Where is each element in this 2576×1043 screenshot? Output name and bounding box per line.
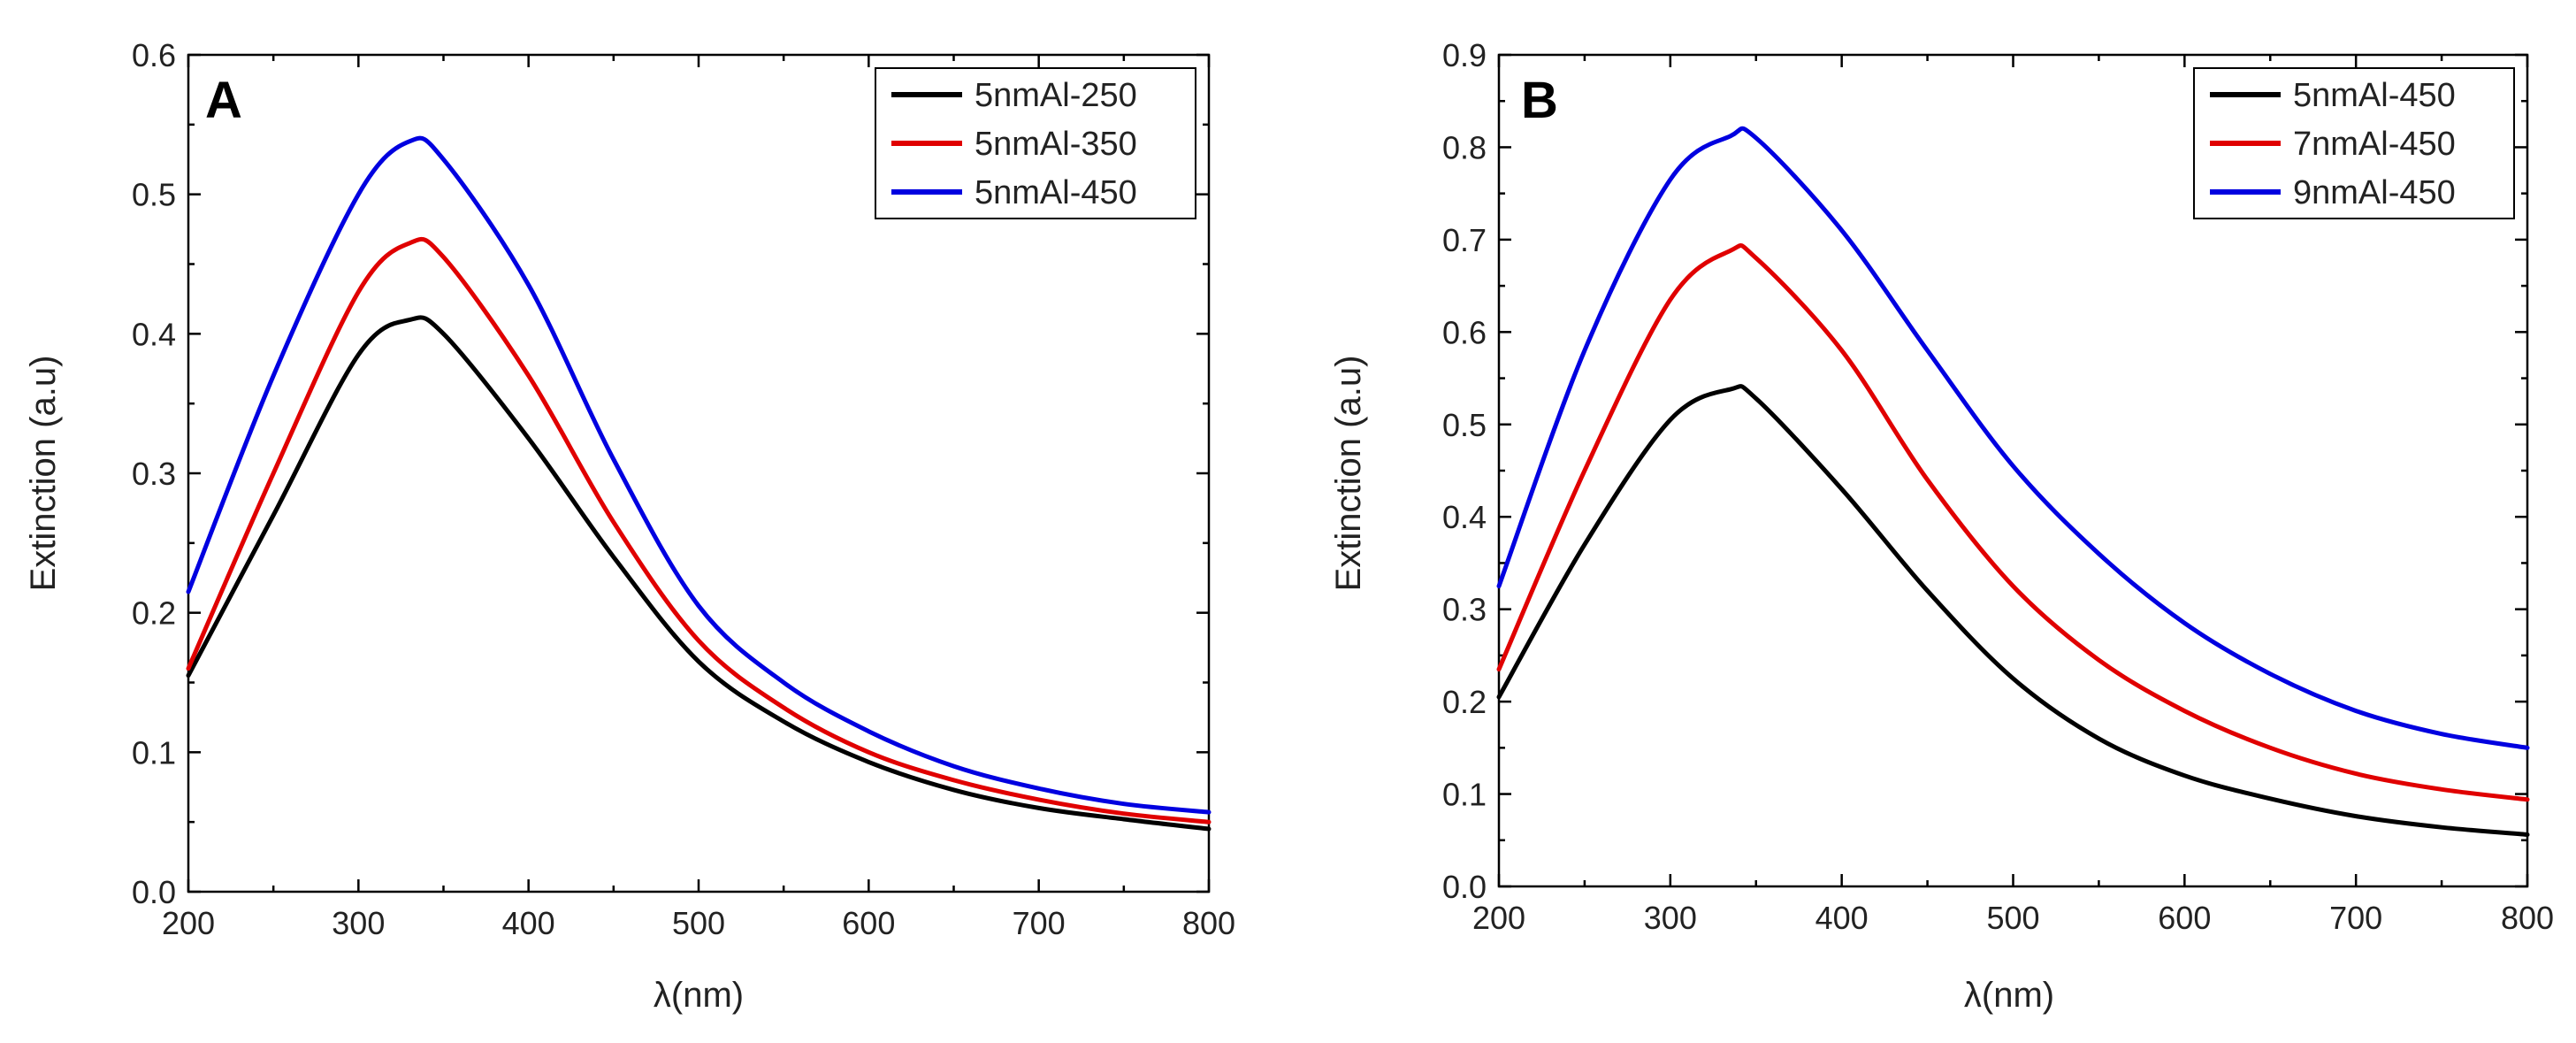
y-tick-label-a: 0.3 (132, 456, 176, 492)
x-tick-label-a: 500 (672, 905, 725, 941)
y-tick-label-a: 0.0 (132, 874, 176, 910)
legend-label-5nmal-450: 5nmAl-450 (975, 174, 1137, 211)
y-tick-label-a: 0.6 (132, 37, 176, 73)
x-tick-label-a: 200 (162, 905, 215, 941)
series-line-9nmal-450 (1496, 126, 2530, 750)
y-tick-label-b: 0.2 (1442, 684, 1487, 720)
x-tick-label-a: 800 (1182, 905, 1235, 941)
y-axis-title-a: Extinction (a.u) (24, 356, 63, 592)
legend-label-5nmal-350: 5nmAl-350 (975, 126, 1137, 163)
x-tick-label-a: 300 (332, 905, 385, 941)
y-tick-label-b: 0.6 (1442, 314, 1487, 350)
series-line-5nmal-450 (186, 135, 1212, 815)
y-tick-label-b: 0.9 (1442, 37, 1487, 73)
legend-label-9nmal-450: 9nmAl-450 (2293, 174, 2456, 211)
x-tick-label-a: 600 (842, 905, 895, 941)
y-tick-label-a: 0.1 (132, 734, 176, 771)
y-tick-label-b: 0.4 (1442, 499, 1487, 535)
series-line-5nmal-350 (186, 236, 1212, 824)
x-tick-label-a: 700 (1013, 905, 1066, 941)
y-tick-label-b: 0.7 (1442, 222, 1487, 258)
x-tick-label-b: 400 (1815, 900, 1869, 936)
y-tick-label-b: 0.5 (1442, 407, 1487, 443)
x-tick-label-b: 200 (1472, 900, 1525, 936)
x-axis-title-a: λ(nm) (654, 976, 744, 1015)
y-tick-label-a: 0.2 (132, 595, 176, 632)
y-tick-label-a: 0.5 (132, 177, 176, 213)
legend-label-5nmal-250: 5nmAl-250 (975, 77, 1137, 114)
y-tick-label-b: 0.3 (1442, 592, 1487, 628)
legend-label-7nmal-450: 7nmAl-450 (2293, 126, 2456, 163)
y-axis-title-b: Extinction (a.u) (1329, 356, 1368, 592)
y-tick-label-b: 0.0 (1442, 869, 1487, 905)
x-tick-label-b: 600 (2158, 900, 2211, 936)
series-line-7nmal-450 (1496, 243, 2530, 802)
series-line-5nmal-450 (1496, 384, 2530, 837)
y-tick-label-a: 0.4 (132, 316, 176, 352)
chart-panel-a: Extinction (a.u) λ(nm) A 200 300 400 500 600… (24, 37, 1235, 1015)
x-tick-label-b: 500 (1986, 900, 2039, 936)
x-tick-label-b: 700 (2329, 900, 2382, 936)
y-tick-label-b: 0.1 (1442, 777, 1487, 813)
panel-label-a: A (205, 72, 242, 129)
legend-label-5nmal-450: 5nmAl-450 (2293, 77, 2456, 114)
x-axis-title-b: λ(nm) (1964, 976, 2054, 1015)
panel-label-b: B (1521, 72, 1558, 129)
chart-panel-b: Extinction (a.u) λ(nm) B 200 300 400 500 600… (1329, 37, 2554, 1015)
x-tick-label-b: 800 (2501, 900, 2554, 936)
x-tick-label-b: 300 (1644, 900, 1697, 936)
x-tick-label-a: 400 (502, 905, 555, 941)
series-line-5nmal-250 (186, 315, 1212, 832)
y-tick-label-b: 0.8 (1442, 129, 1487, 165)
